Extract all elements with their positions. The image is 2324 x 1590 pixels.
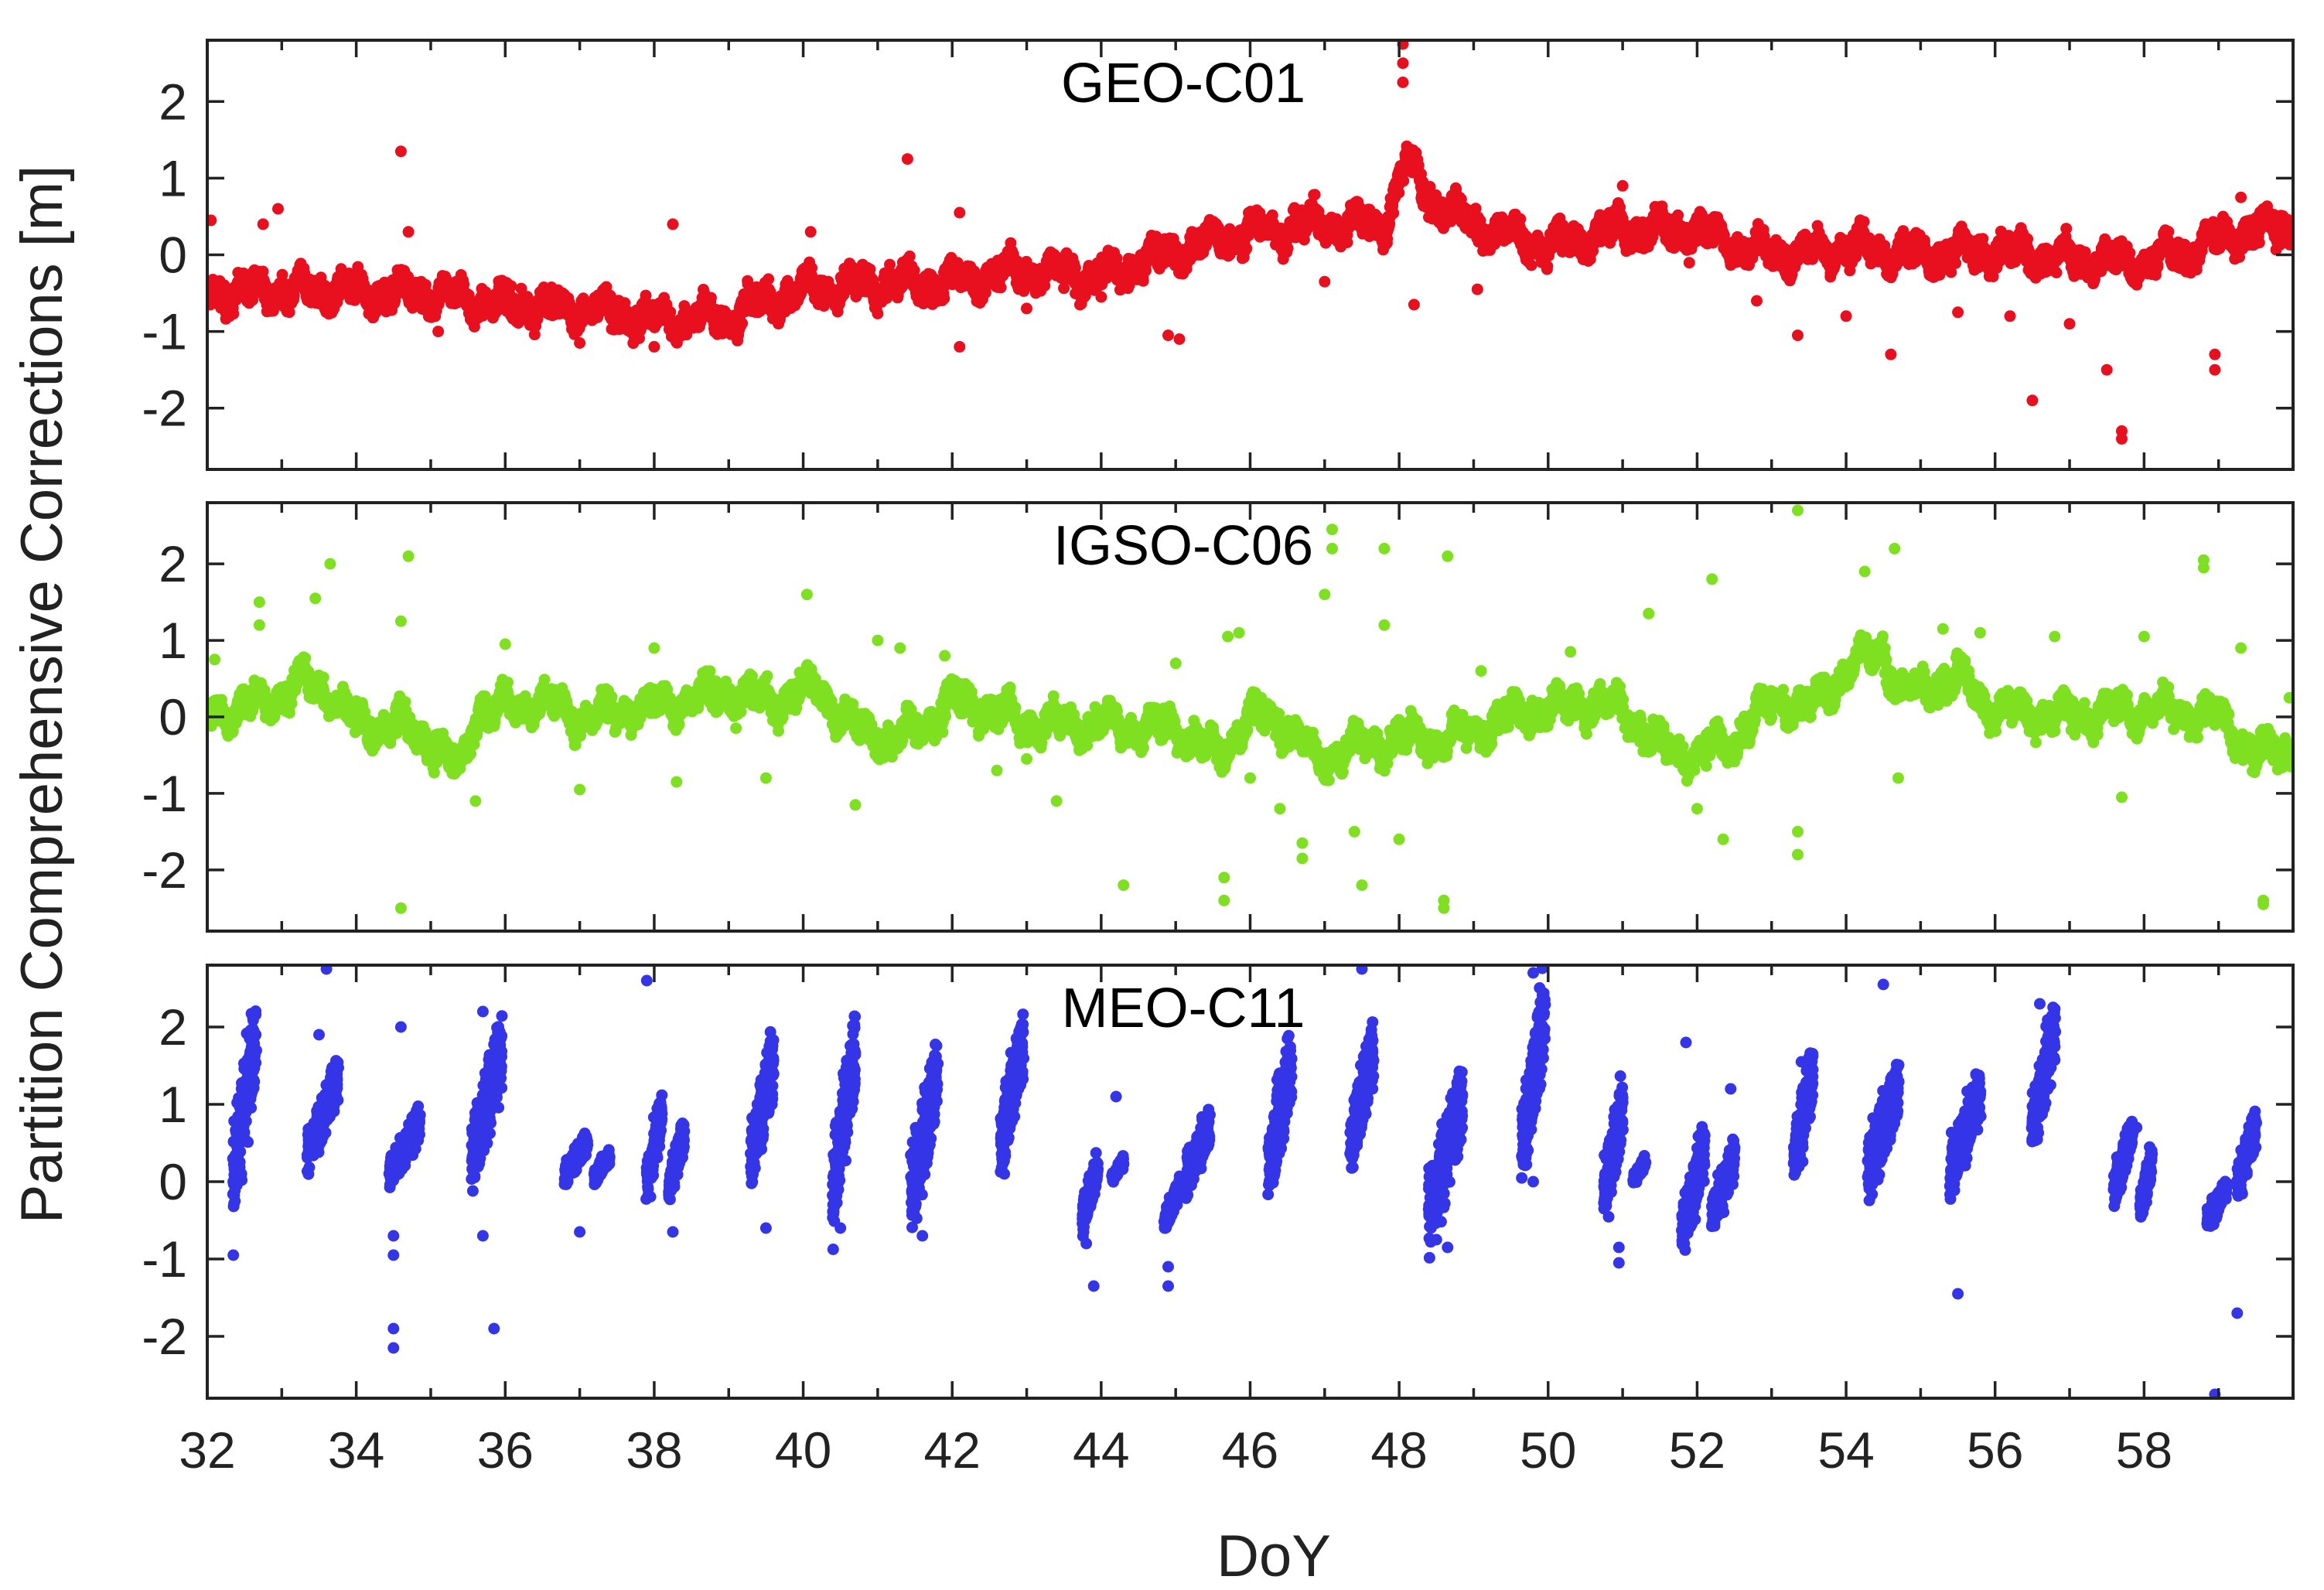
data-point [1381,233,1394,245]
data-point [419,278,432,291]
data-point [1240,242,1253,254]
data-point [763,273,775,285]
data-point [505,280,517,292]
data-point [995,281,1007,294]
data-point [903,250,916,262]
data-point [705,292,717,304]
data-point [283,306,295,319]
data-point [1281,242,1294,254]
data-point [1309,189,1321,201]
data-point [1137,275,1149,287]
data-point [938,292,950,305]
data-point [864,263,876,275]
data-point [458,278,470,291]
data-point [276,268,288,281]
y-axis-title: Partition Comprehensive Corrections [m] [9,165,75,1224]
data-point [1387,207,1400,220]
data-point [872,308,884,319]
data-points [207,40,2293,445]
data-point [736,317,749,329]
data-point [257,265,269,278]
x-axis-title: DoY [1217,1523,1331,1589]
data-point [1058,282,1070,295]
